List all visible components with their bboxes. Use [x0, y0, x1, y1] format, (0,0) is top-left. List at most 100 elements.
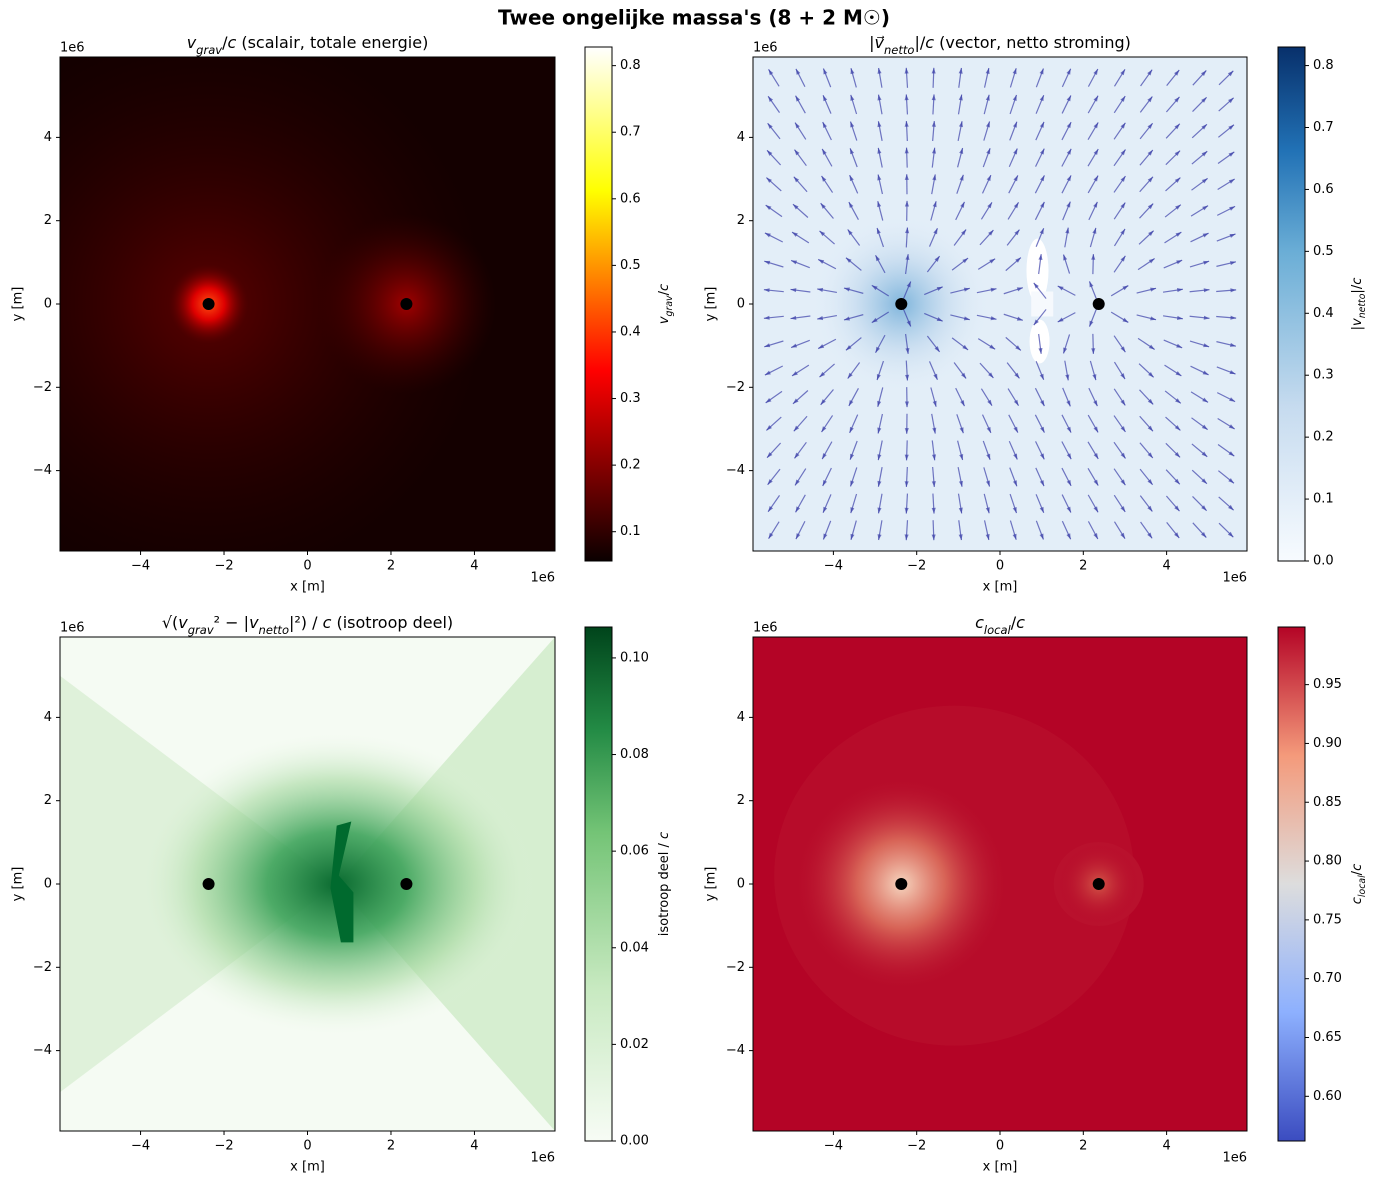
arrow-head — [822, 453, 827, 460]
arrow-head — [1057, 286, 1064, 291]
figure-title: Twee ongelijke massa's (8 + 2 M☉) — [498, 6, 890, 30]
x-axis-label: x [m] — [290, 1160, 325, 1175]
x-tick-label: −4 — [131, 559, 150, 574]
arrow-head — [1093, 426, 1099, 433]
arrow-head — [1122, 317, 1129, 323]
colorbar-tick-label: 0.4 — [620, 324, 641, 339]
arrow-head — [1147, 150, 1153, 156]
arrow-head — [931, 534, 936, 541]
arrow-head — [963, 316, 970, 321]
arrow-head — [1063, 347, 1068, 354]
y-tick-label: −2 — [726, 960, 745, 975]
arrow-head — [1012, 507, 1017, 514]
arrow-head — [1227, 531, 1234, 538]
colorbar-tick-label: 0.75 — [1313, 912, 1342, 927]
arrow-head — [958, 534, 963, 541]
arrow-head — [1148, 372, 1154, 378]
arrow-head — [1147, 176, 1153, 183]
arrow-head — [795, 95, 801, 102]
arrow-head — [1033, 282, 1039, 289]
mass-point — [202, 298, 215, 310]
arrow-head — [877, 534, 882, 541]
colorbar-tick-label: 0.8 — [1313, 58, 1334, 73]
arrow-head — [766, 425, 772, 431]
text-part: grav — [196, 43, 222, 57]
colorbar-label: |vnetto|/c — [1350, 278, 1369, 331]
arrow-head — [1012, 94, 1017, 101]
arrow-head — [1033, 319, 1039, 326]
arrow-head — [819, 230, 826, 237]
arrow-head — [1122, 285, 1129, 291]
text-part: / — [222, 33, 228, 52]
arrow-head — [795, 68, 801, 75]
arrow-head — [1148, 258, 1155, 264]
field-glow — [60, 57, 489, 551]
x-offset-label: 1e6 — [530, 571, 555, 586]
y-tick-label: 4 — [737, 130, 745, 145]
text-part: |/ — [1350, 284, 1365, 293]
y-tick-label: 0 — [737, 877, 745, 892]
arrow-head — [850, 68, 855, 75]
y-tick-label: 2 — [44, 793, 52, 808]
text-part: | — [869, 33, 874, 52]
arrow-head — [1203, 288, 1210, 293]
arrow-head — [850, 507, 855, 514]
arrow-head — [848, 202, 854, 209]
arrow-head — [792, 398, 799, 404]
arrow-head — [1228, 97, 1234, 104]
arrow-head — [820, 399, 826, 405]
arrow-head — [931, 67, 936, 74]
x-offset-label: 1e6 — [530, 1151, 555, 1166]
arrow-head — [764, 260, 771, 265]
colorbar-tick-label: 0.80 — [1313, 854, 1342, 869]
arrow-head — [1228, 124, 1234, 130]
arrow-head — [850, 533, 855, 540]
arrow-head — [1228, 424, 1235, 429]
arrow-head — [1147, 123, 1153, 129]
arrow-head — [1012, 533, 1017, 540]
arrow-head — [795, 533, 801, 540]
x-tick-label: 4 — [1162, 1139, 1170, 1154]
arrow-head — [1201, 124, 1207, 130]
arrow-head — [1201, 178, 1208, 184]
arrow-head — [1039, 121, 1045, 128]
colorbar-label: clocal/c — [1350, 864, 1369, 904]
arrow-head — [1230, 288, 1237, 293]
arrow-head — [961, 229, 967, 236]
arrow-head — [904, 67, 909, 74]
arrow-head — [1229, 342, 1236, 347]
text-part: |/ — [914, 33, 925, 52]
arrow-head — [1066, 122, 1072, 129]
arrow-head — [1147, 479, 1153, 485]
arrow-head — [822, 148, 827, 155]
y-offset-label: 1e6 — [753, 621, 778, 636]
arrow-head — [877, 67, 882, 74]
arrow-head — [822, 479, 827, 486]
x-offset-label: 1e6 — [1222, 1151, 1247, 1166]
colorbar-tick-label: 0.3 — [1313, 368, 1334, 383]
arrow-head — [794, 149, 800, 156]
arrow-head — [1093, 149, 1099, 155]
x-axis-label: x [m] — [983, 580, 1018, 595]
arrow-head — [931, 147, 937, 154]
arrow-head — [1066, 201, 1071, 208]
mass-point — [1092, 878, 1105, 890]
text-part: √( — [162, 613, 178, 632]
arrow-head — [1120, 69, 1125, 76]
arrow-head — [1150, 316, 1157, 321]
arrow-head — [877, 147, 882, 154]
x-tick-label: 4 — [1162, 559, 1170, 574]
y-tick-label: −4 — [726, 1043, 745, 1058]
arrow-head — [931, 94, 936, 101]
arrow-head — [850, 453, 855, 460]
arrow-head — [847, 372, 853, 379]
arrow-head — [1120, 479, 1126, 486]
arrow-head — [959, 454, 964, 461]
arrow-head — [876, 373, 881, 380]
arrow-head — [1120, 228, 1126, 235]
arrow-head — [1228, 504, 1234, 511]
arrow-head — [795, 479, 800, 486]
arrow-head — [932, 400, 937, 407]
arrow-head — [986, 426, 991, 433]
